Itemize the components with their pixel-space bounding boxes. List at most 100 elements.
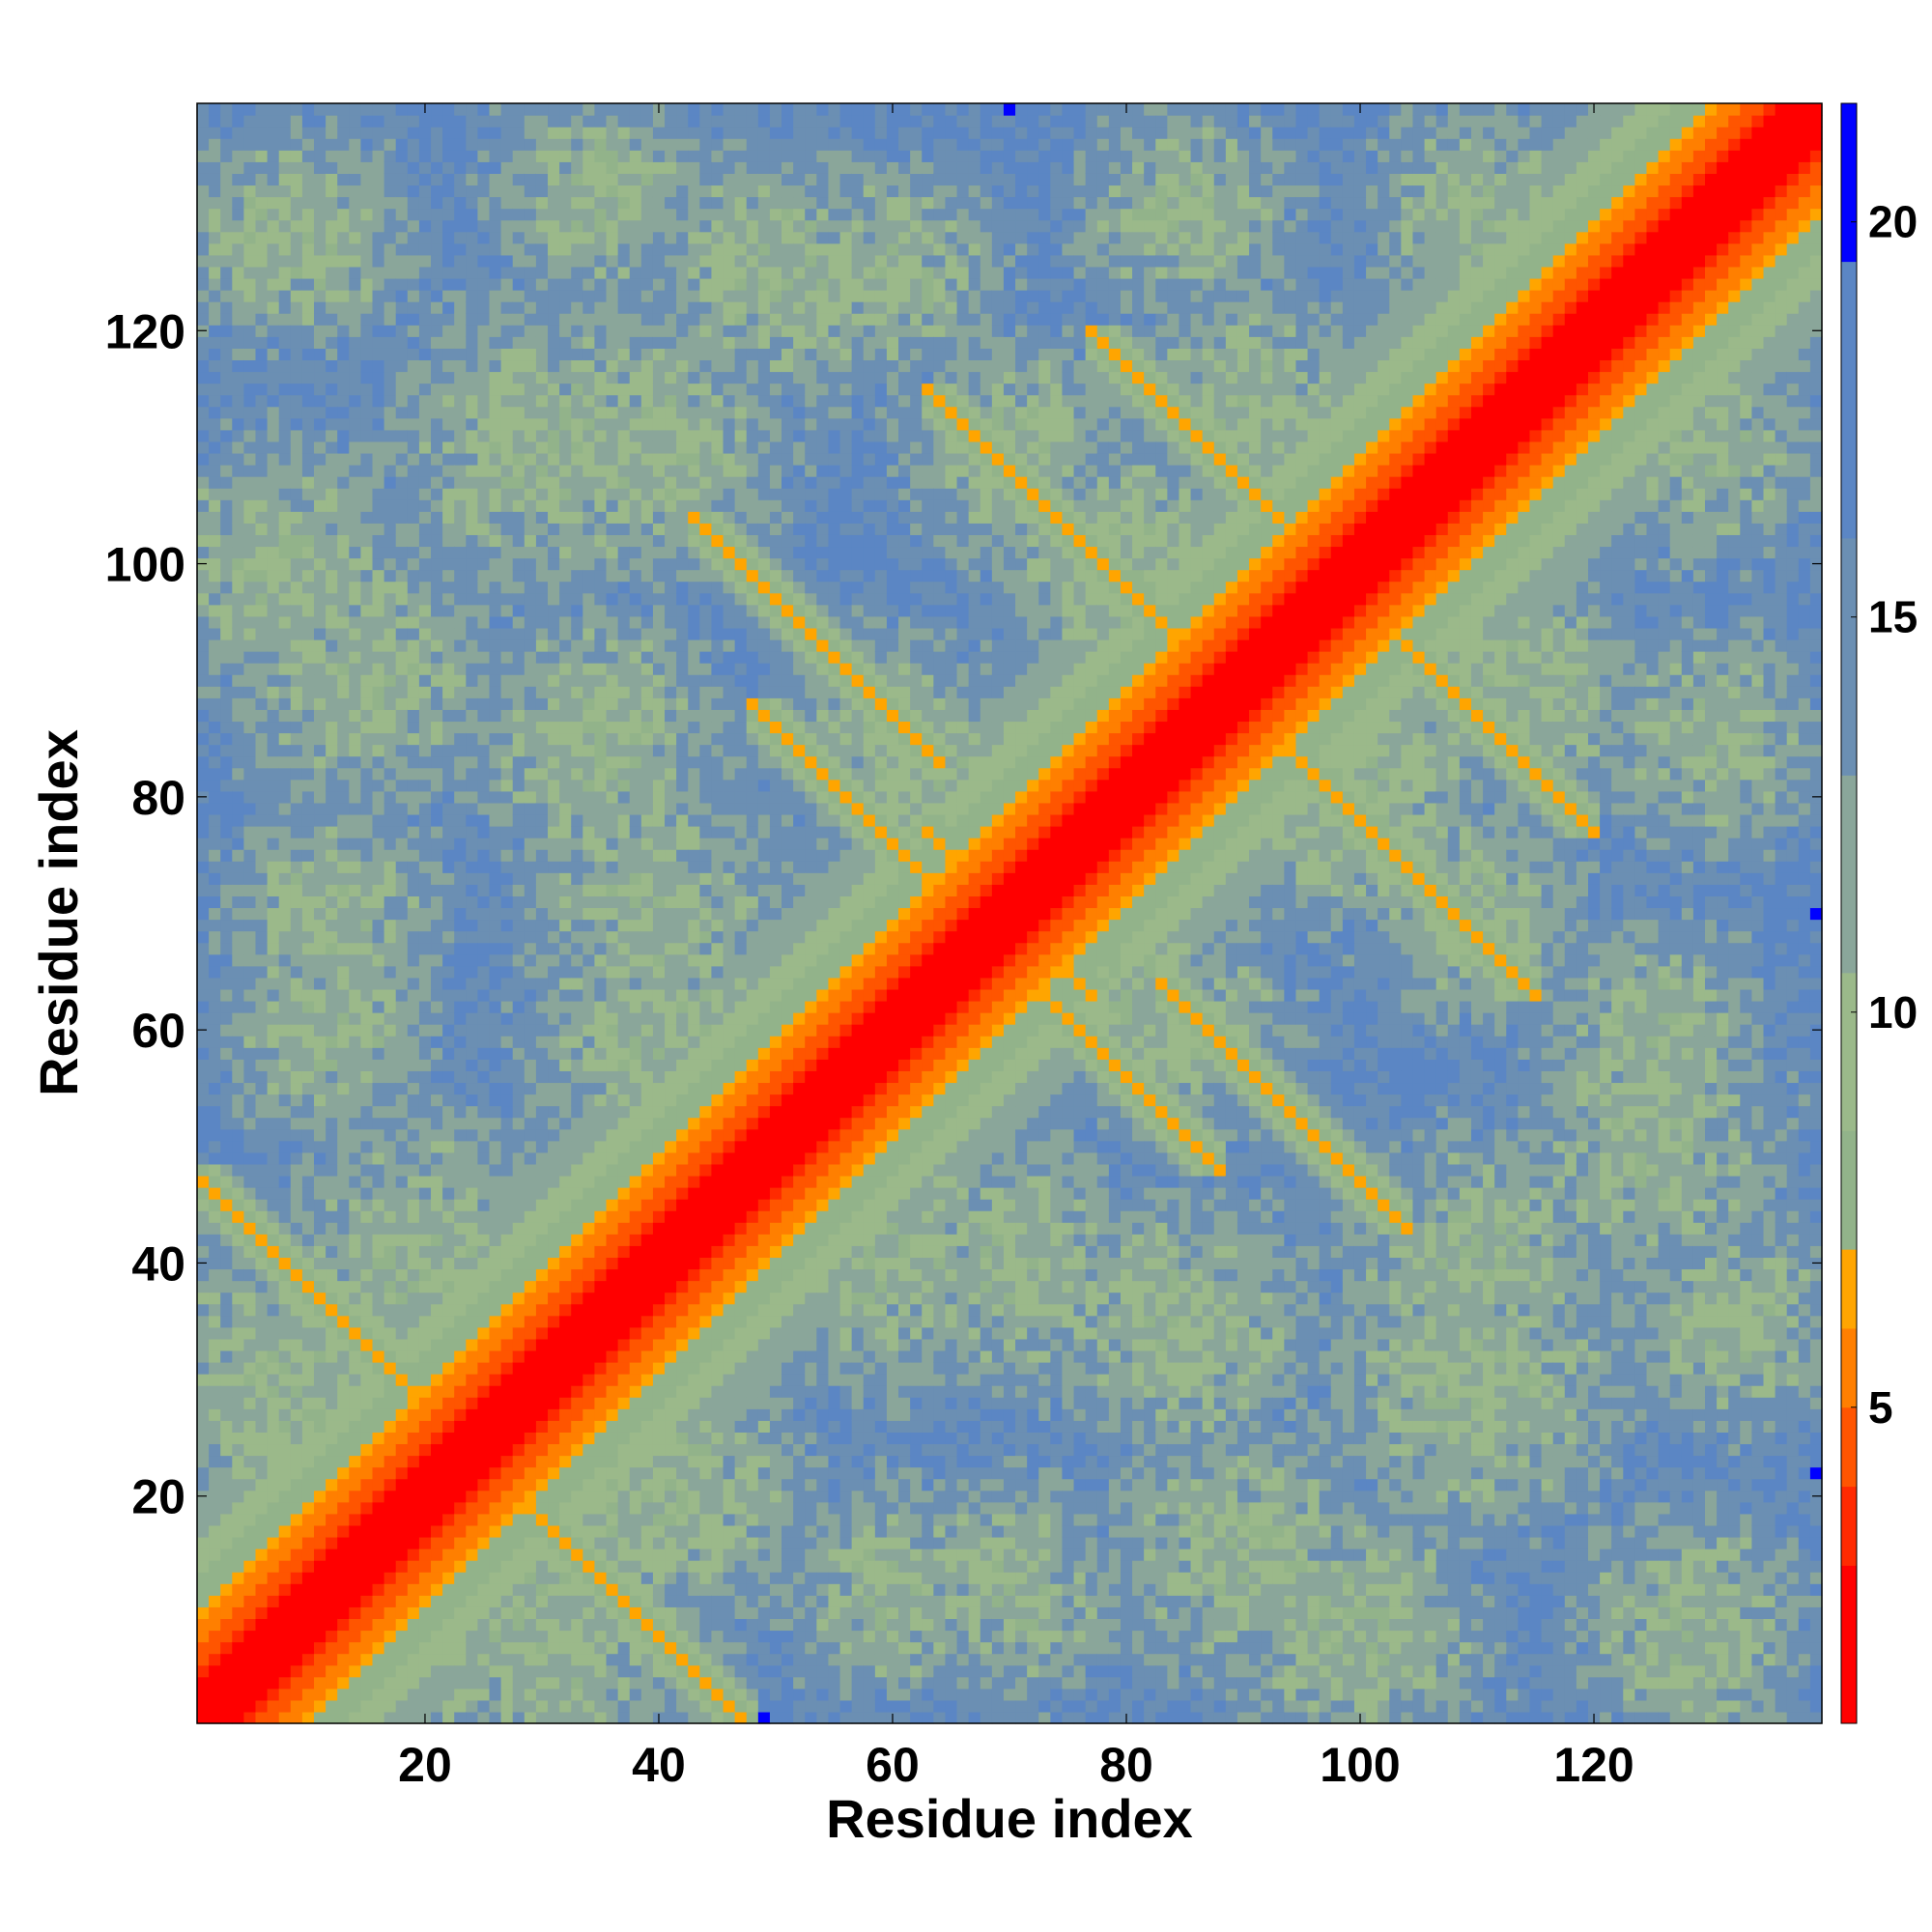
heatmap-cell — [232, 499, 244, 512]
heatmap-cell — [384, 1326, 397, 1340]
heatmap-cell — [255, 1572, 269, 1584]
heatmap-cell — [466, 592, 479, 606]
heatmap-cell — [559, 755, 572, 769]
heatmap-cell — [267, 697, 280, 710]
heatmap-cell — [594, 1466, 608, 1480]
heatmap-cell — [442, 1280, 455, 1293]
heatmap-cell — [326, 674, 338, 687]
heatmap-cell — [454, 988, 467, 1002]
heatmap-cell — [535, 359, 549, 373]
heatmap-cell — [314, 1245, 327, 1259]
heatmap-cell — [512, 103, 526, 116]
heatmap-cell — [314, 709, 327, 723]
heatmap-cell — [477, 546, 491, 559]
heatmap-cell — [326, 417, 338, 431]
heatmap-cell — [524, 465, 537, 477]
heatmap-cell — [594, 150, 608, 162]
heatmap-cell — [337, 138, 350, 151]
heatmap-cell — [301, 697, 315, 710]
heatmap-cell — [524, 1163, 537, 1177]
heatmap-cell — [243, 1012, 257, 1025]
heatmap-cell — [524, 884, 537, 896]
heatmap-cell — [606, 452, 619, 466]
heatmap-cell — [418, 161, 432, 174]
heatmap-cell — [220, 953, 233, 967]
heatmap-cell — [442, 1466, 455, 1480]
heatmap-cell — [220, 884, 233, 896]
heatmap-cell — [326, 1292, 338, 1305]
heatmap-cell — [582, 1536, 596, 1549]
heatmap-cell — [418, 895, 432, 909]
heatmap-cell — [500, 1688, 514, 1701]
heatmap-cell — [314, 813, 327, 827]
heatmap-cell — [407, 173, 420, 186]
heatmap-cell — [290, 511, 303, 524]
heatmap-cell — [301, 1234, 315, 1246]
heatmap-cell — [500, 615, 514, 629]
heatmap-cell — [255, 709, 269, 723]
heatmap-cell — [535, 103, 549, 116]
heatmap-cell — [209, 1641, 221, 1655]
heatmap-cell — [301, 103, 315, 116]
heatmap-cell — [372, 325, 385, 337]
heatmap-cell — [407, 779, 420, 792]
heatmap-cell — [243, 383, 257, 396]
heatmap-cell — [559, 861, 572, 873]
heatmap-cell — [232, 406, 244, 419]
heatmap-cell — [326, 942, 338, 955]
heatmap-cell — [243, 919, 257, 932]
heatmap-cell — [524, 534, 537, 548]
heatmap-cell — [512, 127, 526, 139]
heatmap-cell — [384, 615, 397, 629]
heatmap-cell — [337, 1257, 350, 1270]
heatmap-cell — [477, 127, 491, 139]
heatmap-cell — [278, 266, 292, 279]
heatmap-cell — [606, 907, 619, 921]
heatmap-cell — [559, 161, 572, 174]
heatmap-cell — [395, 1036, 409, 1048]
heatmap-cell — [290, 1128, 303, 1142]
heatmap-cell — [278, 440, 292, 454]
heatmap-cell — [360, 325, 374, 337]
heatmap-cell — [489, 1036, 502, 1048]
heatmap-cell — [267, 802, 280, 815]
heatmap-cell — [571, 1303, 583, 1317]
heatmap-cell — [431, 1397, 443, 1409]
heatmap-cell — [500, 406, 514, 419]
heatmap-cell — [535, 115, 549, 128]
heatmap-cell — [454, 476, 467, 489]
heatmap-cell — [290, 813, 303, 827]
heatmap-cell — [209, 1524, 221, 1538]
heatmap-cell — [349, 336, 362, 349]
heatmap-cell — [582, 663, 596, 675]
heatmap-cell — [606, 348, 619, 361]
heatmap-cell — [535, 1303, 549, 1317]
heatmap-cell — [349, 1630, 362, 1643]
heatmap-cell — [559, 1187, 572, 1200]
heatmap-cell — [571, 196, 583, 210]
heatmap-cell — [326, 1664, 338, 1678]
heatmap-cell — [384, 1606, 397, 1620]
heatmap-cell — [454, 1234, 467, 1246]
heatmap-cell — [372, 988, 385, 1002]
heatmap-cell — [606, 359, 619, 373]
heatmap-cell — [337, 440, 350, 454]
heatmap-cell — [384, 1595, 397, 1607]
heatmap-cell — [559, 348, 572, 361]
heatmap-cell — [301, 1688, 315, 1701]
heatmap-cell — [267, 1245, 280, 1259]
heatmap-cell — [606, 417, 619, 431]
heatmap-cell — [454, 1676, 467, 1690]
heatmap-cell — [582, 1210, 596, 1223]
heatmap-cell — [360, 1513, 374, 1526]
heatmap-cell — [431, 1583, 443, 1596]
heatmap-cell — [326, 185, 338, 198]
heatmap-cell — [372, 813, 385, 827]
heatmap-cell — [278, 907, 292, 921]
heatmap-cell — [209, 1676, 221, 1690]
heatmap-cell — [243, 1234, 257, 1246]
heatmap-cell — [606, 1524, 619, 1538]
heatmap-cell — [209, 1361, 221, 1375]
heatmap-cell — [606, 440, 619, 454]
heatmap-cell — [314, 1583, 327, 1596]
